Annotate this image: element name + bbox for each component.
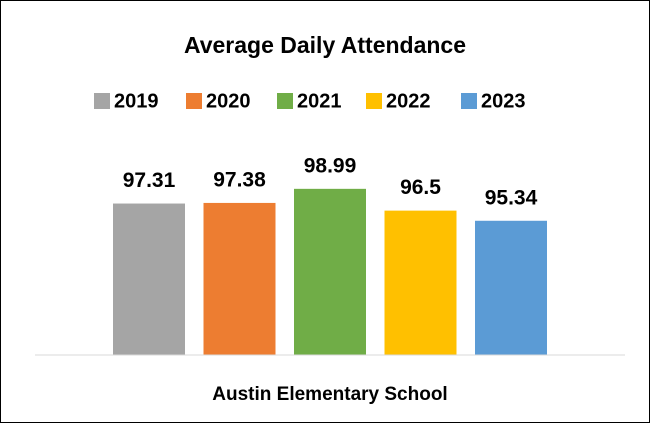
legend-label: 2022 — [386, 90, 431, 112]
legend-swatch — [277, 93, 293, 109]
bar — [203, 202, 276, 355]
value-label: 97.38 — [213, 168, 266, 191]
x-tick-label: Austin Elementary School — [212, 384, 447, 405]
legend-swatch — [461, 93, 477, 109]
chart-title: Average Daily Attendance — [184, 32, 466, 58]
legend-label: 2021 — [297, 90, 342, 112]
value-label: 98.99 — [304, 154, 357, 177]
value-label: 96.5 — [400, 176, 441, 199]
bar — [475, 220, 547, 355]
legend-label: 2019 — [114, 90, 159, 112]
legend-swatch — [186, 93, 202, 109]
legend-label: 2023 — [481, 90, 526, 112]
legend-swatch — [94, 93, 110, 109]
legend-swatch — [366, 93, 382, 109]
value-label: 95.34 — [485, 186, 538, 209]
bar — [294, 188, 366, 355]
bar — [113, 203, 185, 355]
legend-label: 2020 — [206, 90, 251, 112]
bar — [384, 210, 457, 355]
value-label: 97.31 — [123, 169, 176, 192]
